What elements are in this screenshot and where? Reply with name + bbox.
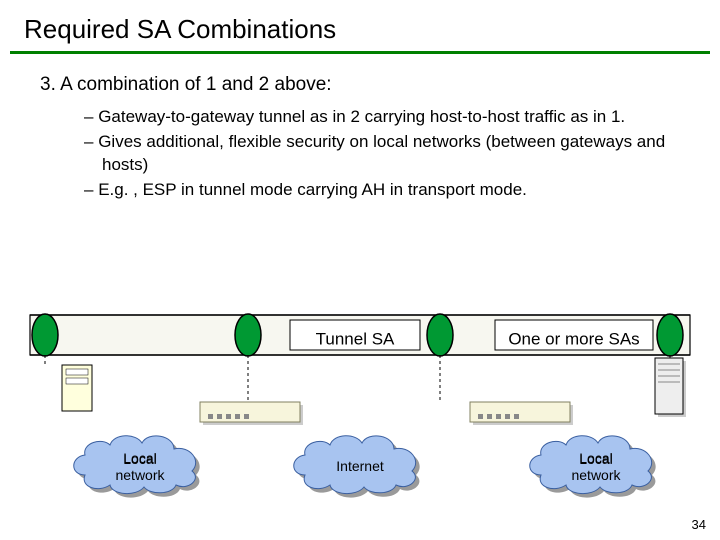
- sub-bullet: Gives additional, flexible security on l…: [84, 131, 680, 177]
- sub-bullet: Gateway-to-gateway tunnel as in 2 carryi…: [84, 106, 680, 129]
- svg-text:network: network: [115, 467, 165, 483]
- svg-text:Local: Local: [579, 450, 612, 466]
- content-list: 3. A combination of 1 and 2 above: Gatew…: [0, 54, 720, 202]
- svg-text:Internet: Internet: [336, 458, 384, 474]
- svg-text:Local: Local: [123, 450, 156, 466]
- item-number: 3.: [40, 74, 56, 95]
- svg-text:Tunnel SA: Tunnel SA: [316, 329, 395, 348]
- item-text: A combination of 1 and 2 above:: [60, 74, 331, 95]
- svg-text:One or more SAs: One or more SAs: [508, 329, 639, 348]
- sub-bullet: E.g. , ESP in tunnel mode carrying AH in…: [84, 179, 680, 202]
- network-diagram: Tunnel SAOne or more SAsLocalnetworkLoca…: [0, 290, 720, 520]
- sub-bullets: Gateway-to-gateway tunnel as in 2 carryi…: [40, 106, 680, 202]
- slide-title: Required SA Combinations: [0, 0, 720, 51]
- svg-text:network: network: [571, 467, 621, 483]
- numbered-item: 3. A combination of 1 and 2 above:: [40, 74, 680, 96]
- slide-number: 34: [692, 517, 706, 532]
